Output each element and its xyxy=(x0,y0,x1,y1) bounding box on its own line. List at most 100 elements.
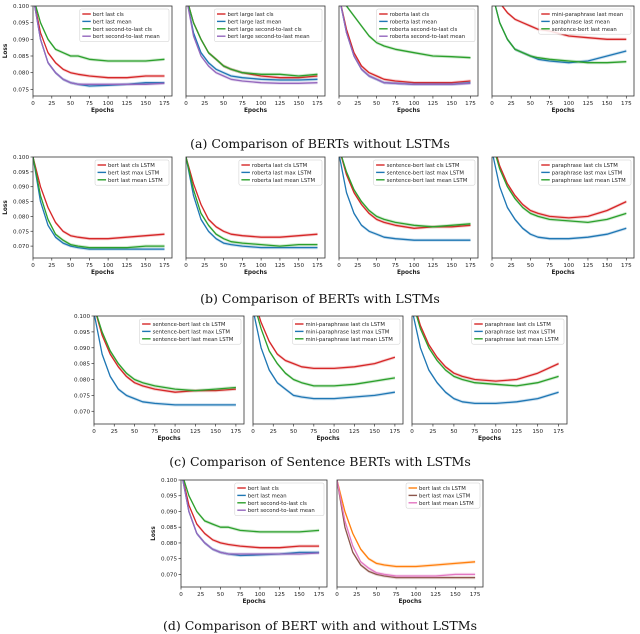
series-line-2 xyxy=(186,157,318,249)
legend-label: bert last mean LSTM xyxy=(419,501,474,507)
x-tick-label: 150 xyxy=(294,592,305,598)
x-tick-label: 100 xyxy=(490,429,501,435)
legend-label: roberta last max LSTM xyxy=(252,170,312,176)
x-tick-label: 175 xyxy=(159,101,170,107)
chart-panel-7: 0 25 50 75 100 125 150 175 Epochs sentence-bert l… xyxy=(337,156,479,276)
x-tick-label: 75 xyxy=(151,429,159,435)
x-tick-label: 25 xyxy=(429,429,437,435)
legend-label: bert large last mean xyxy=(228,19,282,25)
series-line-1 xyxy=(501,6,627,40)
chart-panel-9: 0 25 50 75 100 125 150 175 0.070 0.075 0.080 0.085 0… xyxy=(74,314,245,442)
series-line-3 xyxy=(35,6,165,62)
legend-label: paraphrase last mean LSTM xyxy=(485,337,559,343)
x-tick-label: 0 xyxy=(179,592,183,598)
x-tick-label: 25 xyxy=(508,263,516,269)
y-tick-label: 0.070 xyxy=(161,572,177,578)
legend-label: bert last mean LSTM xyxy=(108,178,163,184)
legend-label: paraphrase last mean LSTM xyxy=(552,178,626,184)
legend-label: mini-paraphrase last mean LSTM xyxy=(306,337,394,343)
x-tick-label: 75 xyxy=(86,101,94,107)
series-line-2 xyxy=(337,480,476,579)
x-tick-label: 75 xyxy=(86,263,94,269)
x-tick-label: 0 xyxy=(337,263,341,269)
x-tick-label: 75 xyxy=(392,101,400,107)
legend-label: sentence-bert last max LSTM xyxy=(153,329,231,335)
chart-panel-11: 0 25 50 75 100 125 150 175 Epochs paraphrase last… xyxy=(410,315,568,442)
chart-panel-1: 0 25 50 75 100 125 150 175 0.075 0.080 0.085 0.090 0… xyxy=(3,4,173,114)
legend-label: bert second-to-last mean xyxy=(248,508,315,514)
x-axis-label: Epochs xyxy=(397,108,421,114)
x-tick-label: 175 xyxy=(465,263,476,269)
x-tick-label: 0 xyxy=(335,592,339,598)
legend-box xyxy=(471,318,565,345)
x-tick-label: 100 xyxy=(256,263,267,269)
x-tick-label: 75 xyxy=(546,101,554,107)
axes-frame xyxy=(185,156,326,259)
legend-box xyxy=(214,8,323,42)
legend-label: bert large second-to-last mean xyxy=(228,34,310,40)
y-tick-label: 0.080 xyxy=(74,378,90,384)
y-axis-label: Loss xyxy=(3,43,9,58)
series-line-1 xyxy=(416,316,559,382)
series-line-1 xyxy=(182,480,320,549)
x-tick-label: 25 xyxy=(354,101,362,107)
x-tick-label: 150 xyxy=(532,429,543,435)
x-tick-label: 50 xyxy=(220,263,228,269)
series-line-1 xyxy=(33,157,165,240)
legend-label: bert last max LSTM xyxy=(419,493,471,499)
x-tick-label: 25 xyxy=(48,101,56,107)
x-tick-label: 175 xyxy=(553,429,564,435)
x-axis-label: Epochs xyxy=(551,108,575,114)
legend-label: bert last mean xyxy=(248,493,287,499)
x-tick-label: 175 xyxy=(312,263,323,269)
x-tick-label: 175 xyxy=(312,101,323,107)
x-tick-label: 125 xyxy=(122,101,133,107)
legend-label: sentence-bert last max LSTM xyxy=(387,170,465,176)
y-tick-label: 0.090 xyxy=(13,37,29,43)
x-tick-label: 50 xyxy=(527,101,535,107)
legend-label: sentence-bert last mean LSTM xyxy=(387,178,468,184)
x-tick-label: 25 xyxy=(353,592,361,598)
x-tick-label: 25 xyxy=(354,263,362,269)
x-tick-label: 150 xyxy=(446,101,457,107)
x-tick-label: 125 xyxy=(275,101,286,107)
series-line-2 xyxy=(412,316,559,405)
x-axis-label: Epochs xyxy=(398,599,422,605)
x-tick-label: 25 xyxy=(197,592,205,598)
x-tick-label: 125 xyxy=(122,263,133,269)
series-line-4 xyxy=(182,480,320,555)
chart-panel-2: 0 25 50 75 100 125 150 175 Epochs bert large last… xyxy=(184,5,326,114)
series-line-2 xyxy=(492,157,627,240)
y-axis-label: Loss xyxy=(3,200,9,215)
series-line-3 xyxy=(495,157,627,224)
legend-box xyxy=(234,482,325,516)
series-line-3 xyxy=(415,316,559,387)
x-tick-label: 150 xyxy=(446,263,457,269)
y-axis-label: Loss xyxy=(151,526,157,541)
axes-frame xyxy=(32,156,173,259)
legend-box xyxy=(376,8,476,42)
legend-label: sentence-bert last mean xyxy=(552,27,617,33)
x-tick-label: 0 xyxy=(490,101,494,107)
y-tick-label: 0.070 xyxy=(13,244,29,250)
series-line-1 xyxy=(186,157,318,238)
x-tick-label: 125 xyxy=(511,429,522,435)
series-line-3 xyxy=(494,6,627,64)
x-tick-label: 100 xyxy=(563,101,574,107)
legend-box xyxy=(538,8,632,35)
series-line-2 xyxy=(187,6,318,81)
legend-label: roberta last mean xyxy=(390,19,437,25)
axes-frame xyxy=(491,156,635,259)
x-axis-label: Epochs xyxy=(91,108,115,114)
y-tick-label: 0.100 xyxy=(13,155,29,161)
series-line-4 xyxy=(34,6,165,85)
x-axis-label: Epochs xyxy=(397,270,421,276)
legend-label: bert last cls xyxy=(248,486,279,492)
x-tick-label: 125 xyxy=(583,263,594,269)
legend-label: sentence-bert last cls LSTM xyxy=(153,322,226,328)
y-tick-label: 0.080 xyxy=(13,71,29,77)
x-tick-label: 125 xyxy=(583,101,594,107)
chart-panel-6: 0 25 50 75 100 125 150 175 Epochs roberta last cl… xyxy=(184,156,326,276)
legend-label: bert second-to-last cls xyxy=(248,501,307,507)
